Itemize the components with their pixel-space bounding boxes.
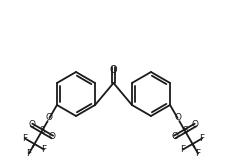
Text: F: F bbox=[41, 145, 47, 154]
Text: O: O bbox=[28, 121, 35, 129]
Text: S: S bbox=[182, 126, 188, 135]
Text: O: O bbox=[49, 132, 56, 141]
Text: F: F bbox=[195, 149, 201, 158]
Text: S: S bbox=[39, 126, 45, 135]
Text: O: O bbox=[192, 121, 199, 129]
Text: O: O bbox=[46, 114, 53, 123]
Text: F: F bbox=[26, 149, 32, 158]
Text: F: F bbox=[180, 145, 186, 154]
Text: F: F bbox=[200, 134, 205, 143]
Text: O: O bbox=[174, 114, 181, 123]
Text: O: O bbox=[110, 65, 117, 75]
Text: O: O bbox=[171, 132, 178, 141]
Text: F: F bbox=[22, 134, 27, 143]
